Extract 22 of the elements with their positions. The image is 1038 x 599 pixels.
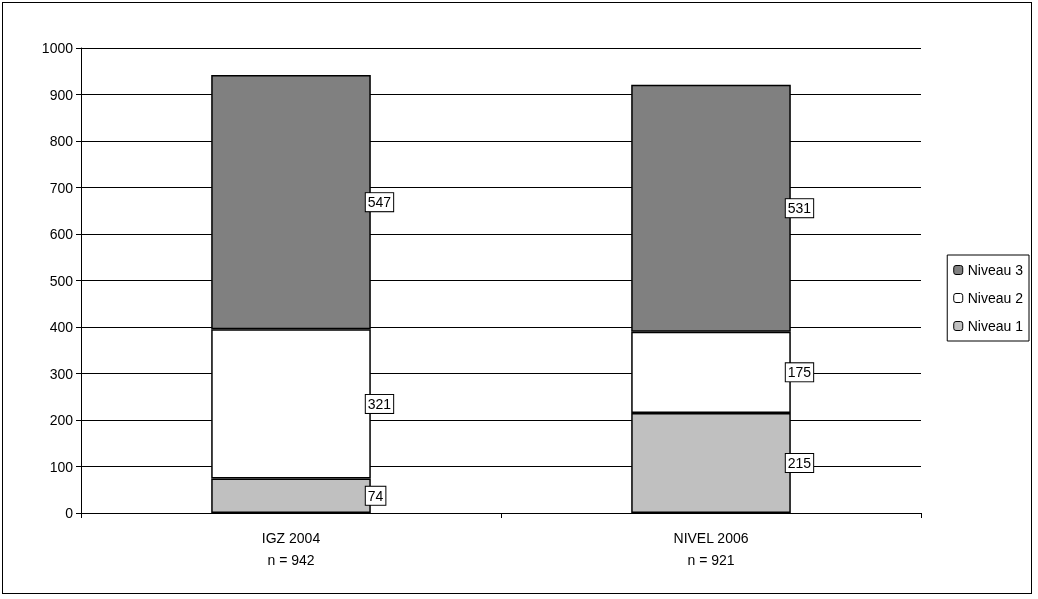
y-tick-label: 400	[49, 319, 74, 335]
y-tick-label: 900	[49, 86, 74, 103]
legend-label: Niveau 2	[967, 290, 1024, 306]
x-tick-label: NIVEL 2006 n = 921	[673, 530, 749, 568]
y-tick-label: 100	[49, 458, 74, 475]
y-tick-label: 800	[49, 133, 74, 149]
legend-label: Niveau 3	[967, 262, 1024, 278]
y-tick-label: 0	[65, 505, 74, 521]
data-label: 175	[787, 364, 812, 381]
x-tick-label: IGZ 2004 n = 942	[261, 530, 321, 568]
y-tick-label: 700	[49, 179, 74, 196]
y-tick-label: 300	[49, 365, 74, 382]
data-label: 321	[367, 395, 392, 412]
data-label: 74	[367, 487, 384, 504]
data-label: 215	[787, 455, 812, 472]
data-label: 531	[787, 200, 812, 217]
y-tick-label: 600	[49, 226, 74, 242]
data-label: 547	[367, 194, 392, 211]
y-tick-label: 1000	[41, 40, 74, 56]
y-tick-label: 200	[49, 412, 74, 428]
legend-label: Niveau 1	[967, 318, 1024, 334]
y-tick-label: 500	[49, 272, 74, 289]
